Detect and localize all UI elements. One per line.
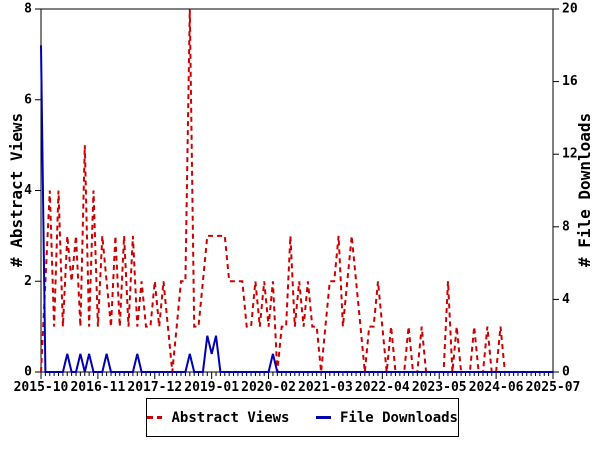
svg-text:2: 2: [24, 274, 32, 289]
svg-text:2023-05: 2023-05: [412, 380, 467, 395]
file-downloads-line-sample: [315, 416, 331, 419]
file-downloads-legend-label: File Downloads: [339, 409, 458, 426]
legend: Abstract Views File Downloads: [146, 398, 459, 437]
svg-text:8: 8: [24, 2, 32, 17]
right-axis-title: # File Downloads: [575, 112, 594, 267]
svg-text:4: 4: [562, 292, 570, 307]
svg-text:6: 6: [24, 92, 32, 107]
svg-text:4: 4: [24, 183, 32, 198]
abstract-views-line-sample: [147, 416, 163, 419]
abstract-views-legend-label: Abstract Views: [171, 409, 290, 426]
svg-text:2021-03: 2021-03: [298, 380, 353, 395]
svg-text:0: 0: [24, 365, 32, 380]
svg-text:20: 20: [562, 2, 578, 17]
svg-text:2015-10: 2015-10: [14, 380, 69, 395]
svg-text:8: 8: [562, 219, 570, 234]
svg-text:2020-02: 2020-02: [241, 380, 296, 395]
svg-text:2025-07: 2025-07: [526, 380, 581, 395]
svg-text:2017-12: 2017-12: [127, 380, 182, 395]
svg-text:2022-04: 2022-04: [355, 380, 410, 395]
svg-text:0: 0: [562, 365, 570, 380]
svg-text:2019-01: 2019-01: [184, 380, 239, 395]
left-axis-title: # Abstract Views: [7, 112, 26, 267]
svg-text:16: 16: [562, 74, 578, 89]
svg-text:2024-06: 2024-06: [469, 380, 524, 395]
svg-text:2016-11: 2016-11: [70, 380, 125, 395]
svg-text:12: 12: [562, 147, 578, 162]
